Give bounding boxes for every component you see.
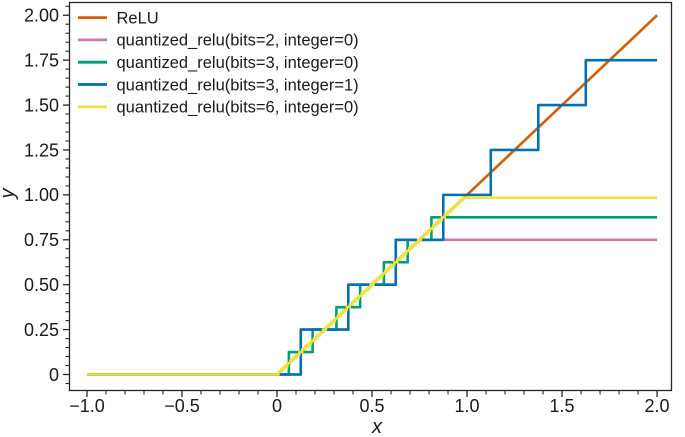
y-tick-label: 1.50 xyxy=(24,95,59,115)
y-axis-label: y xyxy=(0,188,19,201)
legend-entry-quantized-relu-bits2-int0: quantized_relu(bits=2, integer=0) xyxy=(78,32,359,50)
x-tick-label: 1.5 xyxy=(550,396,575,416)
x-axis-label: x xyxy=(371,416,383,437)
y-tick-label: 0.75 xyxy=(24,230,59,250)
legend-label: quantized_relu(bits=3, integer=1) xyxy=(117,76,359,94)
y-tick-label: 1.25 xyxy=(24,140,59,160)
x-tick-label: 2.0 xyxy=(645,396,670,416)
y-tick-label: 1.75 xyxy=(24,50,59,70)
y-tick-label: 2.00 xyxy=(24,6,59,26)
plot-frame xyxy=(68,1,673,392)
legend: ReLU quantized_relu(bits=2, integer=0) qua… xyxy=(78,9,359,117)
legend-entry-quantized-relu-bits6-int0: quantized_relu(bits=6, integer=0) xyxy=(78,99,359,117)
y-tick-label: 0 xyxy=(49,365,59,385)
legend-entry-quantized-relu-bits3-int0: quantized_relu(bits=3, integer=0) xyxy=(78,54,359,72)
y-tick-label: 1.00 xyxy=(24,185,59,205)
legend-entry-relu: ReLU xyxy=(78,9,159,27)
y-tick-label: 0.50 xyxy=(24,275,59,295)
legend-label: quantized_relu(bits=6, integer=0) xyxy=(117,99,359,117)
legend-entry-quantized-relu-bits3-int1: quantized_relu(bits=3, integer=1) xyxy=(78,76,359,94)
x-tick-label: 0.5 xyxy=(360,396,385,416)
legend-label: quantized_relu(bits=2, integer=0) xyxy=(117,32,359,50)
plot-area: −1.0 −0.5 0 0.5 1.0 1.5 2.000.250.500.751.001.… xyxy=(24,1,673,416)
series-line-quantized-relu-bits2-int0 xyxy=(86,238,658,376)
x-tick-label: 1.0 xyxy=(455,396,480,416)
series-line-quantized-relu-bits6-int0 xyxy=(86,196,658,376)
y-tick-label: 0.25 xyxy=(24,320,59,340)
legend-label: ReLU xyxy=(117,9,159,27)
x-tick-label: −1.0 xyxy=(69,396,105,416)
x-tick-label: −0.5 xyxy=(164,396,200,416)
x-tick-label: 0 xyxy=(272,396,282,416)
legend-label: quantized_relu(bits=3, integer=0) xyxy=(117,54,359,72)
